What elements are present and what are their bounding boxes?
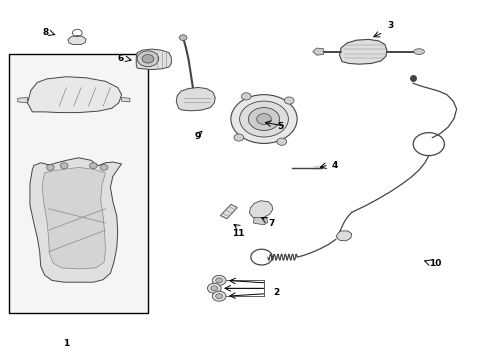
Text: 3: 3 — [387, 21, 393, 30]
Polygon shape — [253, 218, 267, 225]
Bar — [9, 54, 148, 313]
Circle shape — [212, 275, 225, 285]
Polygon shape — [68, 36, 86, 44]
Circle shape — [239, 101, 288, 137]
Polygon shape — [335, 231, 351, 241]
Text: 5: 5 — [276, 122, 283, 131]
Polygon shape — [30, 158, 122, 282]
Polygon shape — [18, 98, 27, 103]
Polygon shape — [220, 204, 237, 219]
Circle shape — [233, 134, 243, 141]
Text: 11: 11 — [232, 229, 244, 238]
Circle shape — [248, 108, 279, 131]
Text: 2: 2 — [272, 288, 279, 297]
Circle shape — [46, 165, 54, 170]
Circle shape — [284, 97, 293, 104]
Text: 1: 1 — [63, 339, 69, 348]
Polygon shape — [176, 87, 215, 111]
Circle shape — [207, 283, 221, 293]
Ellipse shape — [413, 49, 424, 54]
Text: 6: 6 — [117, 54, 123, 63]
Circle shape — [215, 278, 222, 283]
Circle shape — [212, 291, 225, 301]
Polygon shape — [339, 40, 386, 64]
Circle shape — [179, 35, 186, 41]
Circle shape — [60, 163, 68, 168]
Text: 7: 7 — [267, 219, 274, 228]
Circle shape — [215, 294, 222, 299]
Circle shape — [210, 286, 217, 291]
Circle shape — [241, 93, 250, 100]
Polygon shape — [312, 48, 323, 55]
Text: 10: 10 — [428, 259, 441, 268]
Text: 4: 4 — [331, 161, 337, 170]
Text: 8: 8 — [43, 28, 49, 37]
Polygon shape — [136, 49, 171, 69]
Text: 9: 9 — [194, 132, 200, 141]
Circle shape — [256, 114, 271, 125]
Circle shape — [137, 51, 158, 67]
Circle shape — [276, 138, 286, 145]
Circle shape — [142, 54, 154, 63]
Polygon shape — [42, 167, 105, 269]
Polygon shape — [249, 201, 272, 219]
Polygon shape — [27, 77, 122, 113]
Circle shape — [89, 163, 97, 168]
Polygon shape — [122, 98, 130, 102]
Circle shape — [100, 165, 108, 170]
Circle shape — [230, 95, 297, 143]
